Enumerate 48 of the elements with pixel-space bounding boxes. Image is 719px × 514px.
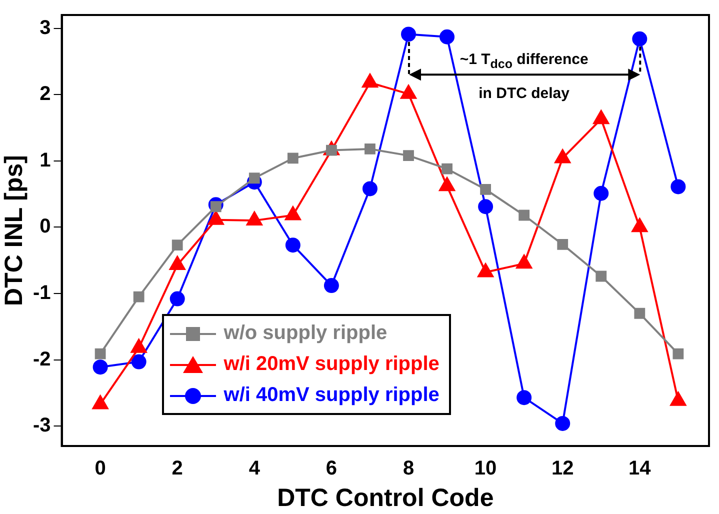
x-tick-label: 12 [551,458,574,480]
point [362,181,378,196]
point [557,238,568,250]
x-tick-label: 4 [248,458,261,480]
point [94,348,106,360]
point [672,348,684,360]
y-tick-label: 3 [40,16,51,39]
x-tick-label: 6 [326,458,338,480]
point [172,240,183,251]
legend-label: w/i 40mV supply ripple [224,384,440,407]
point [518,210,530,221]
y-tick-label: 1 [40,149,51,172]
point [594,186,609,201]
legend-label: w/i 20mV supply ripple [224,353,440,376]
point [401,26,416,42]
x-tick-label: 10 [474,458,497,480]
legend-label: w/o supply ripple [224,322,388,345]
point [480,184,492,195]
point [324,278,339,294]
annotation: ~1 T$_{dco}$ difference in DTC delay [460,50,588,104]
point [634,308,646,319]
y-tick-label: 0 [40,216,51,238]
y-tick-label: -3 [32,414,51,437]
y-axis-title: DTC INL [ps] [0,155,28,306]
point [364,143,376,154]
point [555,416,570,431]
point [442,163,452,174]
point [131,354,146,370]
y-tick-label: -2 [32,348,51,370]
point [596,270,607,282]
point [478,199,494,214]
x-tick-label: 2 [172,458,183,480]
point [92,360,108,375]
point [403,150,414,162]
point [285,238,300,253]
point [287,152,298,164]
y-tick-label: -1 [32,282,51,304]
point [670,179,686,194]
y-tick-label: 2 [40,83,51,106]
point [632,31,648,46]
point [170,291,185,306]
x-tick-label: 8 [402,458,414,480]
x-tick-label: 14 [628,458,652,480]
point [440,29,455,44]
x-tick-label: 0 [94,458,106,480]
point [133,291,144,302]
x-axis-title: DTC Control Code [277,484,494,512]
point [516,390,532,406]
